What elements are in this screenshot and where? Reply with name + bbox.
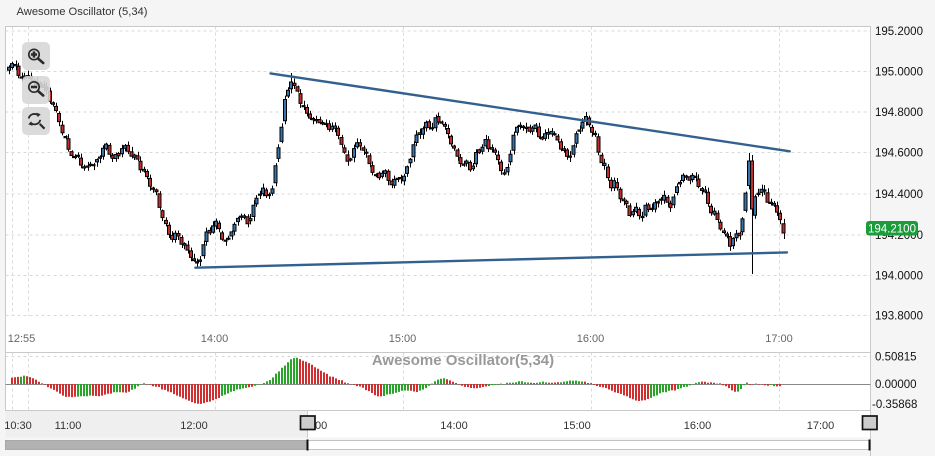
svg-text:16:00: 16:00 xyxy=(684,420,712,432)
svg-text:0.50815: 0.50815 xyxy=(875,352,917,364)
svg-text:195.2000: 195.2000 xyxy=(875,26,923,38)
svg-text:194.8000: 194.8000 xyxy=(875,107,923,119)
svg-text:10:30: 10:30 xyxy=(4,420,32,432)
svg-text:193.8000: 193.8000 xyxy=(875,311,923,323)
svg-text:12:55: 12:55 xyxy=(8,333,36,345)
svg-text:194.4000: 194.4000 xyxy=(875,189,923,201)
svg-text:15:00: 15:00 xyxy=(389,333,417,345)
svg-text:16:00: 16:00 xyxy=(577,333,605,345)
svg-text:11:00: 11:00 xyxy=(55,420,82,432)
svg-text:194.0000: 194.0000 xyxy=(875,271,923,283)
svg-text:12:00: 12:00 xyxy=(180,420,208,432)
svg-text:17:00: 17:00 xyxy=(765,333,793,345)
svg-text:Awesome Oscillator(5,34): Awesome Oscillator(5,34) xyxy=(372,352,554,369)
svg-text:14:00: 14:00 xyxy=(201,333,229,345)
svg-text:194.2100: 194.2100 xyxy=(868,224,916,236)
svg-text:14:00: 14:00 xyxy=(440,420,468,432)
svg-text:195.0000: 195.0000 xyxy=(875,67,923,79)
svg-text:17:00: 17:00 xyxy=(807,420,835,432)
svg-text:194.6000: 194.6000 xyxy=(875,148,923,160)
svg-text:15:00: 15:00 xyxy=(563,420,591,432)
svg-text:0.00000: 0.00000 xyxy=(875,379,917,391)
svg-text:Awesome Oscillator (5,34): Awesome Oscillator (5,34) xyxy=(17,6,148,18)
svg-text:-0.35868: -0.35868 xyxy=(872,399,917,411)
